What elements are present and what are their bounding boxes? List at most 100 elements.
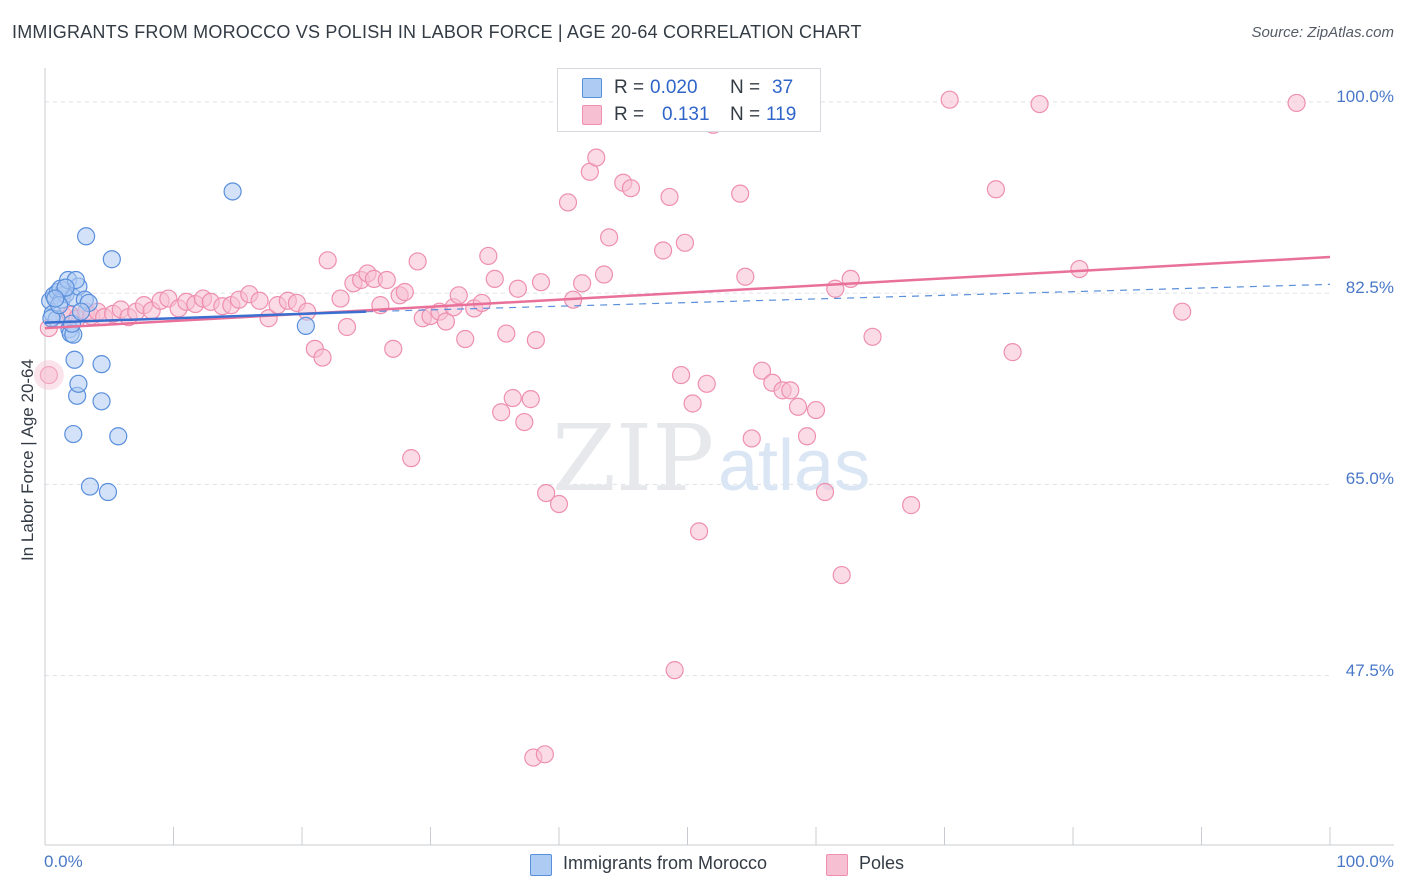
- poles-point-61: [503, 388, 522, 408]
- morocco-point-32: [80, 477, 100, 496]
- morocco-point-31: [109, 427, 128, 446]
- poles-point-85: [653, 241, 673, 260]
- legend-n-label: N =: [730, 104, 761, 125]
- poles-point-34: [318, 251, 337, 270]
- morocco-point-27: [69, 374, 88, 393]
- poles-point-71: [558, 193, 578, 212]
- poles-point-112: [940, 90, 959, 109]
- watermark-zip: ZIP: [552, 405, 714, 512]
- y-tick-label-82-5: 82.5%: [1345, 278, 1394, 297]
- poles-point-53: [449, 286, 468, 305]
- bottom-legend-swatch-morocco: [530, 854, 552, 876]
- morocco-point-19: [71, 302, 91, 321]
- poles-point-97: [736, 267, 755, 286]
- legend-r-value-poles: 0.131: [662, 104, 710, 125]
- legend-r-label: R =: [614, 104, 645, 125]
- morocco-point-22: [102, 250, 121, 269]
- poles-point-63: [515, 412, 534, 432]
- poles-point-115: [1030, 94, 1049, 114]
- morocco-point-33: [98, 482, 118, 502]
- poles-point-87: [665, 661, 684, 680]
- poles-points: [33, 84, 1306, 767]
- poles-point-77: [600, 228, 619, 247]
- poles-point-96: [731, 184, 750, 203]
- poles-point-36: [337, 317, 357, 337]
- poles-point-59: [492, 403, 511, 422]
- morocco-trend-extension: [366, 283, 1331, 313]
- poles-point-62: [508, 279, 527, 298]
- morocco-point-30: [64, 424, 83, 444]
- poles-point-58: [485, 269, 504, 288]
- legend-n-value-poles: 119: [766, 104, 797, 125]
- poles-point-26: [250, 291, 269, 310]
- poles-point-92: [697, 374, 716, 393]
- poles-point-64: [521, 390, 540, 409]
- legend-n-label: N =: [730, 77, 761, 98]
- poles-point-1: [39, 365, 58, 385]
- poles-point-107: [826, 279, 845, 298]
- poles-point-69: [537, 484, 556, 503]
- x-tick-label-left: 0.0%: [44, 852, 83, 871]
- morocco-point-36: [46, 289, 65, 308]
- poles-point-76: [594, 265, 614, 284]
- poles-point-110: [863, 327, 882, 346]
- poles-point-108: [832, 565, 851, 585]
- y-axis-title: In Labor Force | Age 20-64: [18, 359, 37, 561]
- poles-point-111: [901, 496, 921, 515]
- morocco-point-24: [296, 316, 315, 335]
- poles-point-68: [535, 745, 554, 764]
- poles-point-43: [384, 339, 403, 358]
- y-tick-label-65: 65.0%: [1345, 469, 1394, 488]
- poles-point-98: [742, 429, 761, 448]
- legend-swatch-morocco: [582, 78, 602, 98]
- y-tick-label-100: 100.0%: [1336, 87, 1394, 106]
- morocco-point-29: [92, 392, 111, 411]
- poles-point-66: [531, 273, 551, 292]
- chart-title: IMMIGRANTS FROM MOROCCO VS POLISH IN LAB…: [12, 22, 862, 42]
- legend-swatch-poles: [582, 105, 602, 125]
- poles-point-116: [1070, 259, 1089, 279]
- poles-point-105: [806, 400, 826, 420]
- poles-point-51: [436, 312, 456, 331]
- poles-point-80: [621, 179, 641, 198]
- poles-point-102: [781, 381, 800, 400]
- morocco-trend-line: [44, 310, 367, 324]
- poles-point-73: [573, 274, 592, 293]
- poles-point-75: [587, 148, 606, 167]
- legend-n-value-morocco: 37: [772, 77, 794, 98]
- poles-point-65: [526, 331, 545, 350]
- poles-point-86: [660, 187, 679, 207]
- poles-point-60: [497, 324, 516, 343]
- poles-point-35: [331, 289, 350, 308]
- poles-point-45: [395, 282, 414, 302]
- legend-r-value-morocco: 0.020: [650, 77, 698, 98]
- poles-point-88: [671, 365, 691, 385]
- x-tick-label-right: 100.0%: [1336, 852, 1394, 871]
- morocco-point-21: [77, 227, 96, 246]
- stats-legend: R = 0.020 N = 37 R = 0.131 N = 119: [557, 68, 821, 132]
- poles-point-70: [549, 494, 569, 514]
- poles-point-54: [456, 329, 475, 349]
- poles-point-89: [675, 233, 695, 252]
- poles-point-113: [986, 180, 1006, 199]
- poles-point-118: [1287, 93, 1306, 113]
- poles-point-99: [752, 361, 772, 380]
- morocco-point-23: [223, 182, 242, 201]
- bottom-legend-label-poles: Poles: [859, 853, 905, 873]
- poles-point-114: [1003, 343, 1022, 362]
- poles-point-90: [683, 394, 702, 413]
- poles-point-117: [1173, 302, 1192, 321]
- legend-r-label: R =: [614, 77, 645, 98]
- axes: [44, 68, 1394, 846]
- bottom-legend-label-morocco: Immigrants from Morocco: [563, 853, 768, 873]
- bottom-legend-swatch-poles: [826, 854, 848, 876]
- poles-point-106: [815, 482, 835, 502]
- chart-source: Source: ZipAtlas.com: [1251, 24, 1394, 41]
- poles-point-47: [408, 252, 427, 271]
- trend-lines: [44, 255, 1331, 330]
- poles-point-33: [313, 348, 332, 367]
- poles-point-91: [689, 522, 709, 541]
- poles-cluster-point: [33, 360, 64, 391]
- y-tick-label-47-5: 47.5%: [1345, 661, 1394, 680]
